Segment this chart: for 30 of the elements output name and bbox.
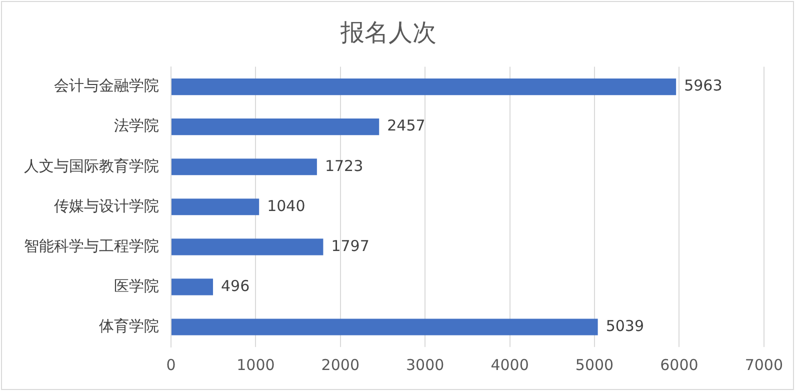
bar (172, 78, 676, 96)
bar (172, 158, 317, 176)
y-tick-label: 体育学院 (99, 316, 159, 335)
bar (172, 238, 324, 256)
y-tick-label: 人文与国际教育学院 (24, 156, 159, 175)
data-label: 5039 (606, 316, 644, 335)
data-label: 496 (221, 276, 250, 295)
chart-title: 报名人次 (340, 18, 436, 47)
x-tick-label: 4000 (490, 356, 529, 374)
bar (172, 278, 214, 296)
data-label: 1040 (267, 196, 306, 215)
y-tick-label: 会计与金融学院 (54, 76, 159, 95)
x-tick-label: 6000 (660, 356, 698, 374)
data-label: 1723 (324, 156, 364, 175)
y-tick-label: 法学院 (114, 116, 159, 135)
y-tick-label: 医学院 (114, 276, 159, 295)
y-tick-label: 智能科学与工程学院 (24, 236, 159, 255)
bar (172, 118, 380, 136)
x-tick-label: 3000 (406, 356, 444, 374)
data-label: 2457 (387, 116, 426, 135)
data-label: 1797 (331, 236, 370, 255)
x-tick-label: 0 (166, 356, 176, 374)
x-tick-label: 5000 (575, 356, 614, 374)
data-label: 5963 (684, 76, 722, 95)
x-tick-label: 1000 (236, 356, 275, 374)
y-tick-label: 传媒与设计学院 (54, 196, 159, 215)
x-tick-label: 2000 (321, 356, 360, 374)
bar (172, 198, 260, 216)
bar (172, 318, 598, 336)
x-tick-label: 7000 (744, 356, 784, 374)
